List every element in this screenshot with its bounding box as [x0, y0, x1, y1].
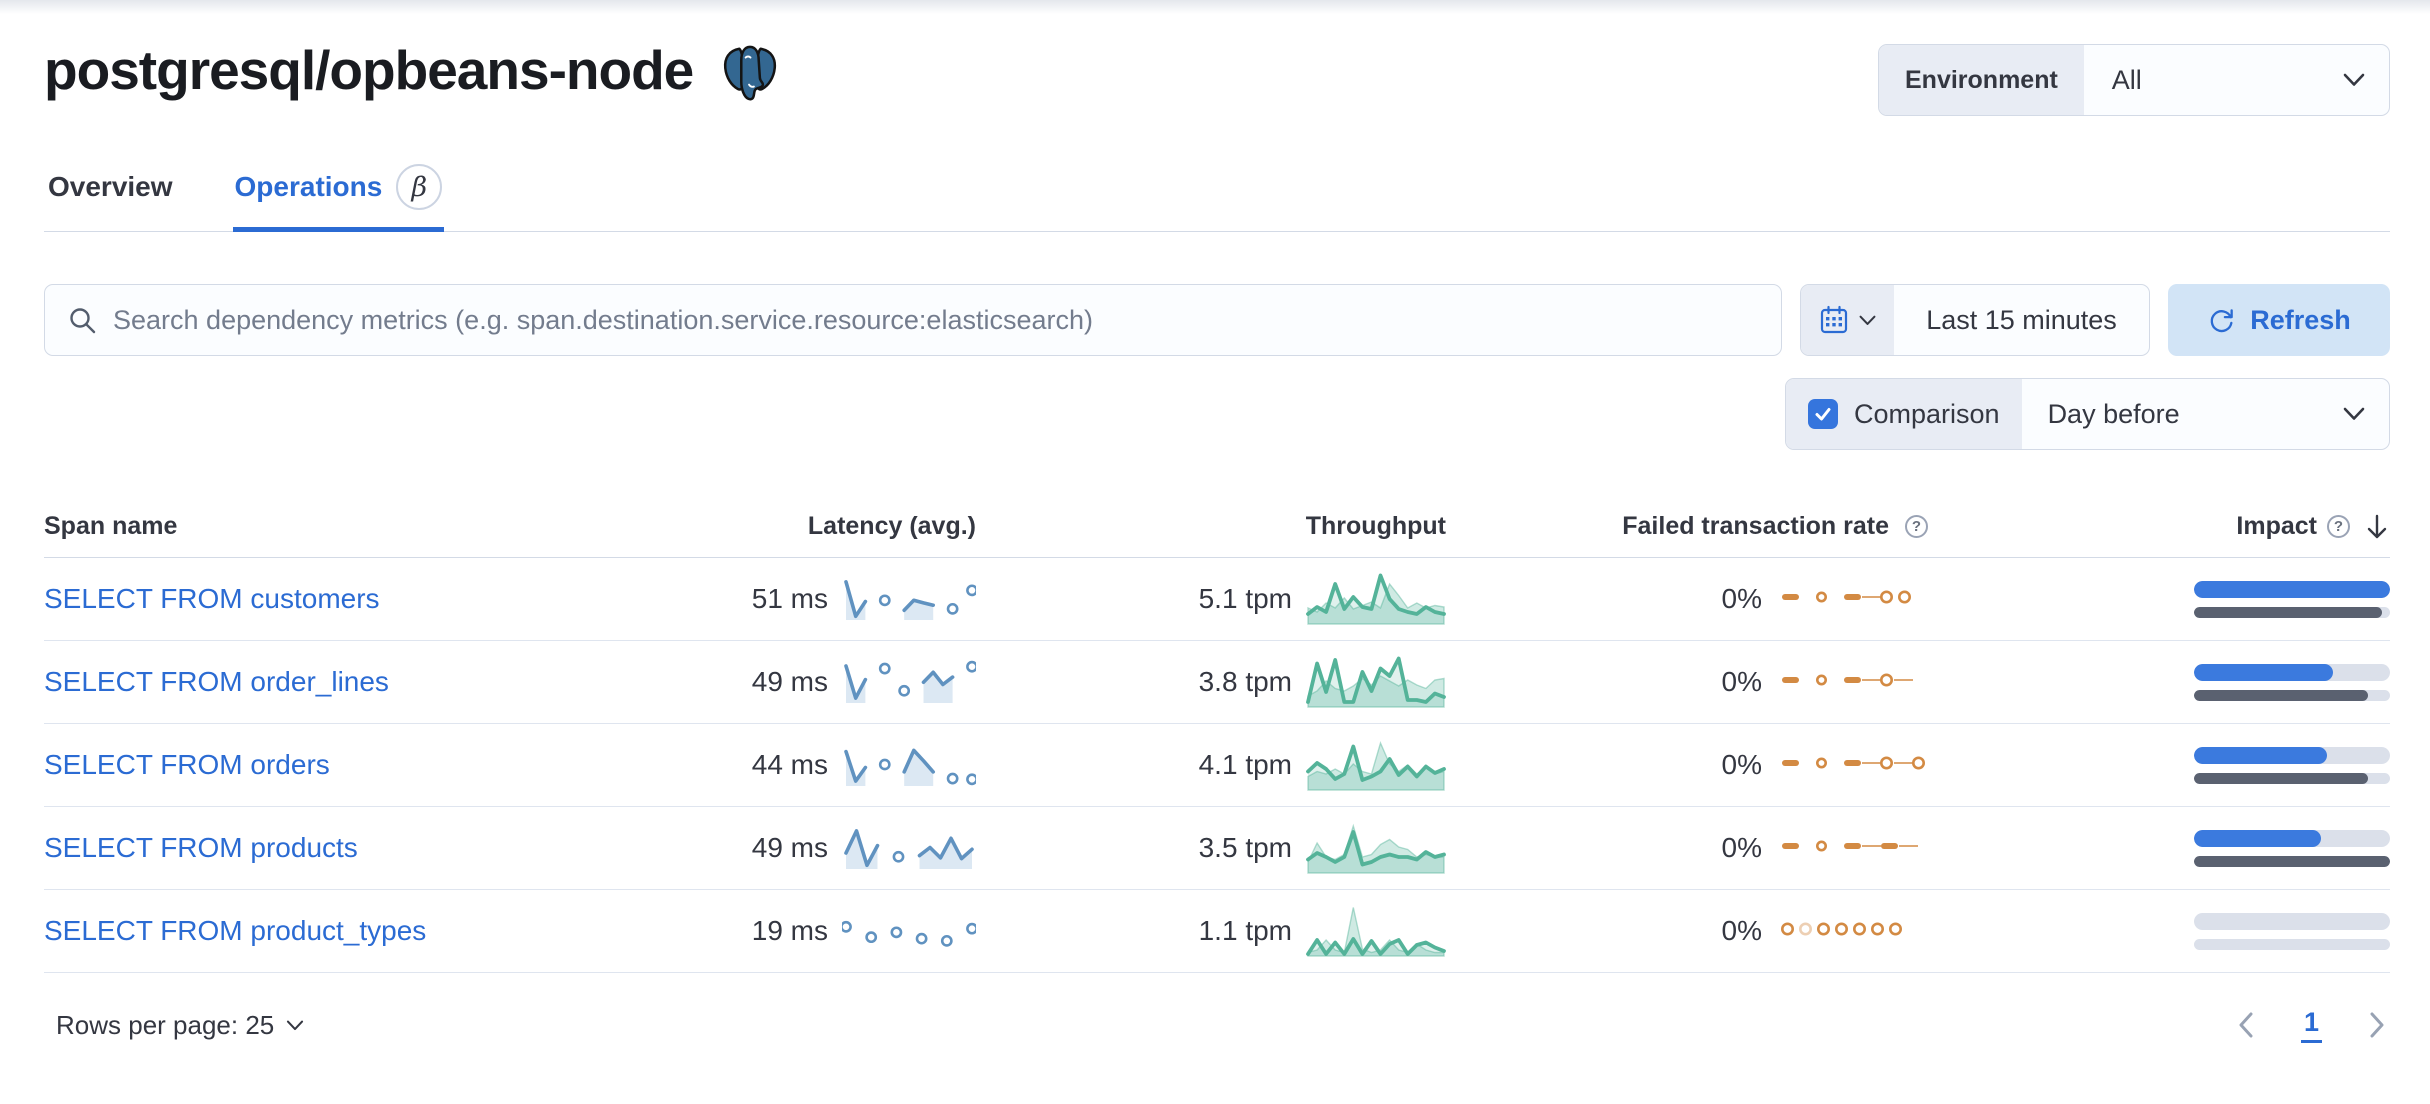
failed-rate-sparkline [1778, 655, 1928, 710]
chevron-down-icon [2343, 407, 2365, 420]
time-range-value: Last 15 minutes [1926, 304, 2117, 335]
search-input[interactable] [113, 304, 1759, 336]
latency-sparkline [842, 738, 978, 793]
throughput-sparkline [1306, 734, 1446, 797]
tab-operations[interactable]: Operations β [232, 150, 445, 232]
comparison-control: Comparison Day before [1785, 378, 2390, 450]
table-row: SELECT FROM orders 44 ms 4.1 tpm 0% [44, 724, 2390, 807]
sort-descending-icon [2367, 514, 2387, 538]
table-row: SELECT FROM products 49 ms 3.5 tpm 0% [44, 807, 2390, 890]
column-header-span-name: Span name [44, 512, 178, 540]
latency-value: 51 ms [751, 583, 828, 614]
impact-bars [2194, 663, 2390, 701]
environment-label: Environment [1879, 45, 2084, 115]
failed-rate-sparkline [1778, 738, 1928, 793]
help-icon[interactable]: ? [1905, 515, 1928, 538]
column-header-latency[interactable]: Latency (avg.) [807, 512, 976, 540]
tab-operations-label: Operations [234, 171, 383, 202]
comparison-select[interactable]: Day before [2022, 379, 2389, 449]
table-row: SELECT FROM product_types 19 ms 1.1 tpm 0% [44, 890, 2390, 973]
failed-rate-sparkline [1778, 572, 1928, 627]
help-icon[interactable]: ? [2327, 515, 2350, 538]
date-picker-calendar-button[interactable] [1801, 285, 1894, 355]
latency-value: 49 ms [751, 832, 828, 863]
failed_rate-value: 0% [1721, 749, 1762, 780]
throughput-value: 4.1 tpm [1198, 749, 1292, 780]
calendar-icon [1820, 305, 1848, 334]
throughput-sparkline [1306, 900, 1446, 963]
refresh-icon [2210, 308, 2234, 332]
table-row: SELECT FROM customers 51 ms 5.1 tpm 0% [44, 558, 2390, 641]
tab-overview[interactable]: Overview [46, 150, 175, 231]
rows-per-page-label: Rows per page: 25 [56, 1009, 275, 1040]
refresh-label: Refresh [2250, 304, 2351, 335]
table-row: SELECT FROM order_lines 49 ms 3.8 tpm 0% [44, 641, 2390, 724]
failed_rate-value: 0% [1721, 915, 1762, 946]
latency-value: 19 ms [751, 915, 828, 946]
failed_rate-value: 0% [1721, 583, 1762, 614]
latency-sparkline [842, 655, 978, 710]
refresh-button[interactable]: Refresh [2168, 284, 2390, 356]
page-title: postgresql/opbeans-node [44, 39, 694, 101]
span-name-link[interactable]: SELECT FROM order_lines [44, 666, 389, 697]
impact-bars [2194, 912, 2390, 950]
date-picker: Last 15 minutes [1800, 284, 2150, 356]
previous-page-icon[interactable] [2235, 1010, 2257, 1040]
span-name-link[interactable]: SELECT FROM products [44, 832, 358, 863]
comparison-value: Day before [2047, 398, 2180, 429]
postgresql-logo-icon [724, 45, 777, 101]
failed_rate-value: 0% [1721, 666, 1762, 697]
dependency-operations-page: postgresql/opbeans-node Environment All … [0, 14, 2430, 1043]
throughput-value: 3.8 tpm [1198, 666, 1292, 697]
comparison-label: Comparison [1854, 398, 2000, 429]
table-header-row: Span name Latency (avg.) Throughput Fail… [44, 512, 2390, 558]
tab-bar: Overview Operations β [44, 150, 2390, 232]
pagination: 1 [2235, 1007, 2388, 1043]
column-header-failed-rate[interactable]: Failed transaction rate ? [1446, 512, 1928, 541]
throughput-value: 3.5 tpm [1198, 832, 1292, 863]
latency-value: 49 ms [751, 666, 828, 697]
environment-select[interactable]: Environment All [1878, 44, 2390, 116]
throughput-sparkline [1306, 817, 1446, 880]
column-header-throughput[interactable]: Throughput [1305, 512, 1446, 540]
search-box [44, 284, 1782, 356]
table-body: SELECT FROM customers 51 ms 5.1 tpm 0% SELEC… [44, 558, 2390, 973]
failed-rate-sparkline [1778, 904, 1928, 959]
throughput-value: 5.1 tpm [1198, 583, 1292, 614]
throughput-value: 1.1 tpm [1198, 915, 1292, 946]
impact-bars [2194, 829, 2390, 867]
time-range-button[interactable]: Last 15 minutes [1894, 285, 2149, 355]
next-page-icon[interactable] [2366, 1010, 2388, 1040]
span-name-link[interactable]: SELECT FROM product_types [44, 915, 427, 946]
operations-table: Span name Latency (avg.) Throughput Fail… [44, 512, 2390, 973]
throughput-sparkline [1306, 651, 1446, 714]
impact-bars [2194, 580, 2390, 618]
span-name-link[interactable]: SELECT FROM orders [44, 749, 330, 780]
failed-rate-sparkline [1778, 821, 1928, 876]
throughput-sparkline [1306, 568, 1446, 631]
chevron-down-icon [2343, 73, 2365, 86]
beta-badge: β [396, 164, 443, 210]
chevron-down-icon [287, 1020, 304, 1030]
comparison-checkbox[interactable] [1808, 399, 1838, 429]
top-shadow [0, 0, 2430, 14]
check-icon [1815, 408, 1831, 421]
latency-sparkline [842, 821, 976, 876]
page-number-1[interactable]: 1 [2300, 1007, 2322, 1043]
environment-value: All [2111, 64, 2142, 95]
column-header-impact[interactable]: Impact ? [1928, 512, 2390, 541]
latency-value: 44 ms [751, 749, 828, 780]
chevron-down-icon [1859, 315, 1876, 325]
rows-per-page-button[interactable]: Rows per page: 25 [56, 1010, 304, 1041]
latency-sparkline [842, 572, 978, 627]
failed_rate-value: 0% [1721, 832, 1762, 863]
latency-sparkline [840, 904, 978, 959]
impact-bars [2194, 746, 2390, 784]
span-name-link[interactable]: SELECT FROM customers [44, 583, 380, 614]
search-icon [70, 308, 96, 334]
tab-overview-label: Overview [48, 170, 173, 202]
